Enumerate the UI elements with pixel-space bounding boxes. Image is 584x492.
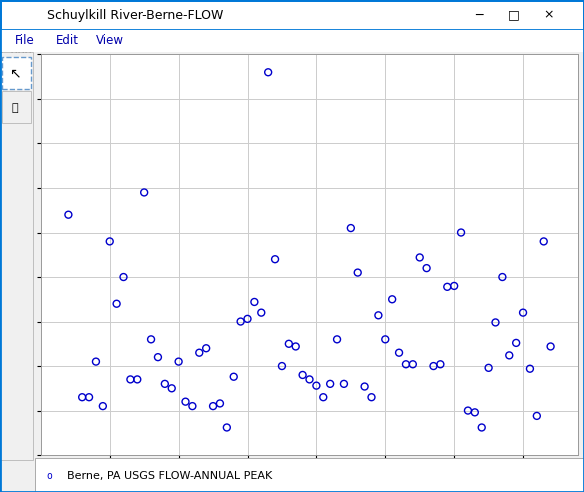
Point (470, 408, 479, 416)
Point (498, 273, 507, 281)
Point (78, 393, 87, 401)
Point (174, 358, 183, 366)
Point (463, 406, 472, 414)
Point (415, 253, 425, 261)
Text: Berne, PA USGS FLOW-ANNUAL PEAK: Berne, PA USGS FLOW-ANNUAL PEAK (67, 471, 272, 481)
Point (325, 380, 335, 388)
Text: □: □ (508, 8, 520, 22)
Point (222, 424, 231, 431)
Point (491, 318, 500, 326)
Point (519, 308, 528, 316)
Point (140, 188, 149, 196)
Point (208, 402, 218, 410)
Point (181, 398, 190, 405)
Point (381, 336, 390, 343)
Point (312, 382, 321, 390)
Point (284, 340, 294, 348)
Point (319, 393, 328, 401)
Point (353, 269, 363, 277)
Point (456, 229, 465, 237)
Point (160, 380, 169, 388)
Point (215, 400, 225, 407)
Point (133, 375, 142, 383)
Point (291, 342, 300, 350)
Point (401, 360, 411, 368)
Point (394, 349, 404, 357)
Point (512, 339, 521, 347)
Text: 🔍: 🔍 (11, 103, 18, 113)
Text: Schuylkill River-Berne-FLOW: Schuylkill River-Berne-FLOW (47, 8, 223, 22)
Point (436, 360, 445, 368)
Point (167, 384, 176, 392)
Point (85, 393, 94, 401)
Point (201, 344, 211, 352)
Point (187, 402, 197, 410)
Point (250, 298, 259, 306)
Point (256, 308, 266, 316)
Point (119, 273, 128, 281)
Text: File: File (15, 34, 34, 48)
Point (477, 424, 486, 431)
Point (346, 224, 356, 232)
Point (546, 342, 555, 350)
Point (374, 311, 383, 319)
Point (388, 295, 397, 303)
Point (277, 362, 287, 370)
Point (236, 318, 245, 326)
Point (408, 360, 418, 368)
Text: View: View (96, 34, 124, 48)
Point (64, 211, 73, 218)
Point (539, 238, 548, 246)
Point (126, 375, 135, 383)
Point (98, 402, 107, 410)
Text: o: o (47, 471, 53, 481)
Point (229, 373, 238, 381)
Point (339, 380, 349, 388)
Point (298, 371, 307, 379)
Point (243, 315, 252, 323)
Text: Edit: Edit (55, 34, 78, 48)
Point (105, 238, 114, 246)
Point (112, 300, 121, 308)
Point (525, 365, 534, 372)
Point (305, 375, 314, 383)
Point (532, 412, 541, 420)
Point (450, 282, 459, 290)
Point (270, 255, 280, 263)
Point (484, 364, 493, 372)
Point (153, 353, 162, 361)
Point (429, 362, 438, 370)
Point (505, 351, 514, 359)
Point (360, 383, 369, 391)
Text: ↖: ↖ (9, 66, 20, 80)
Point (147, 336, 156, 343)
Point (332, 336, 342, 343)
Point (91, 358, 100, 366)
Point (367, 393, 376, 401)
Point (194, 349, 204, 357)
Text: ─: ─ (475, 8, 482, 22)
Text: ×: × (544, 8, 554, 22)
Point (263, 68, 273, 76)
Point (443, 283, 452, 291)
Point (422, 264, 431, 272)
